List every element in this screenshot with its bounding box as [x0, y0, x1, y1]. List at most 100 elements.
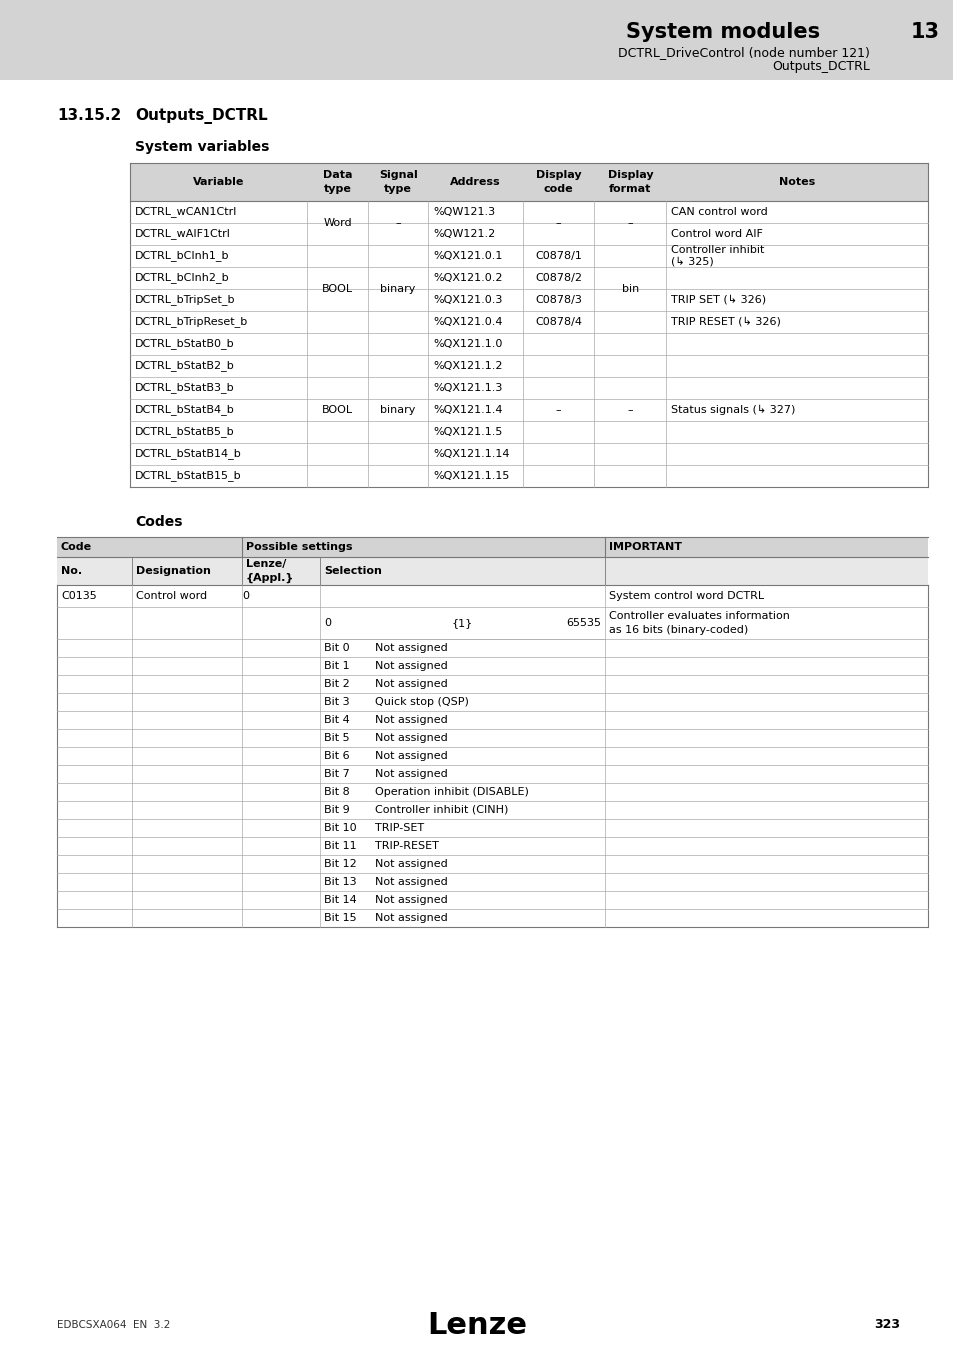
Text: 13.15.2: 13.15.2: [57, 108, 121, 123]
Text: Bit 13: Bit 13: [324, 878, 356, 887]
Text: BOOL: BOOL: [321, 284, 353, 294]
Text: DCTRL_bStatB3_b: DCTRL_bStatB3_b: [135, 382, 234, 393]
Text: Display: Display: [536, 170, 580, 180]
Text: Not assigned: Not assigned: [375, 859, 447, 869]
Text: DCTRL_bTripReset_b: DCTRL_bTripReset_b: [135, 316, 248, 328]
Text: %QW121.3: %QW121.3: [433, 207, 495, 217]
Text: Outputs_DCTRL: Outputs_DCTRL: [135, 108, 268, 124]
Text: DCTRL_bStatB4_b: DCTRL_bStatB4_b: [135, 405, 234, 416]
Text: Address: Address: [450, 177, 500, 188]
Text: binary: binary: [380, 405, 416, 414]
Text: C0135: C0135: [61, 591, 96, 601]
Text: Not assigned: Not assigned: [375, 895, 447, 905]
Text: C0878/3: C0878/3: [535, 296, 581, 305]
Bar: [130, 163, 927, 201]
Text: %QX121.0.1: %QX121.0.1: [433, 251, 502, 261]
Text: Bit 14: Bit 14: [324, 895, 356, 905]
Text: %QX121.1.15: %QX121.1.15: [433, 471, 509, 481]
Text: Not assigned: Not assigned: [375, 643, 447, 653]
Text: –: –: [556, 405, 560, 414]
Text: Not assigned: Not assigned: [375, 716, 447, 725]
Bar: [57, 558, 927, 585]
Text: %QX121.1.5: %QX121.1.5: [433, 427, 502, 437]
Text: Lenze/: Lenze/: [246, 559, 286, 568]
Text: %QX121.0.4: %QX121.0.4: [433, 317, 502, 327]
Text: EDBCSXA064  EN  3.2: EDBCSXA064 EN 3.2: [57, 1320, 171, 1330]
Text: DCTRL_DriveControl (node number 121): DCTRL_DriveControl (node number 121): [618, 46, 869, 59]
Text: Not assigned: Not assigned: [375, 913, 447, 923]
Text: Selection: Selection: [324, 566, 381, 576]
Text: DCTRL_wCAN1Ctrl: DCTRL_wCAN1Ctrl: [135, 207, 237, 217]
Text: %QX121.0.3: %QX121.0.3: [433, 296, 502, 305]
Text: Code: Code: [61, 541, 92, 552]
Text: Display: Display: [607, 170, 653, 180]
Text: Word: Word: [323, 217, 352, 228]
Bar: [0, 0, 953, 80]
Text: Bit 11: Bit 11: [324, 841, 356, 850]
Text: Bit 15: Bit 15: [324, 913, 356, 923]
Text: DCTRL_bTripSet_b: DCTRL_bTripSet_b: [135, 294, 235, 305]
Text: DCTRL_bStatB5_b: DCTRL_bStatB5_b: [135, 427, 234, 437]
Text: TRIP-RESET: TRIP-RESET: [375, 841, 438, 850]
Bar: [130, 201, 927, 487]
Text: C0878/1: C0878/1: [535, 251, 581, 261]
Text: {1}: {1}: [452, 618, 473, 628]
Text: C0878/4: C0878/4: [535, 317, 581, 327]
Text: format: format: [609, 184, 651, 194]
Text: –: –: [627, 405, 633, 414]
Text: Bit 10: Bit 10: [324, 824, 356, 833]
Bar: [57, 537, 927, 558]
Text: –: –: [627, 217, 633, 228]
Text: type: type: [384, 184, 412, 194]
Text: Bit 0: Bit 0: [324, 643, 349, 653]
Text: BOOL: BOOL: [321, 405, 353, 414]
Text: Bit 5: Bit 5: [324, 733, 349, 743]
Text: 65535: 65535: [565, 618, 600, 628]
Text: 0: 0: [324, 618, 331, 628]
Text: Status signals (↳ 327): Status signals (↳ 327): [671, 405, 795, 416]
Text: %QX121.1.3: %QX121.1.3: [433, 383, 502, 393]
Text: %QX121.0.2: %QX121.0.2: [433, 273, 502, 284]
Text: %QX121.1.0: %QX121.1.0: [433, 339, 502, 350]
Text: 0: 0: [242, 591, 250, 601]
Text: DCTRL_bCInh2_b: DCTRL_bCInh2_b: [135, 273, 230, 284]
Text: Bit 12: Bit 12: [324, 859, 356, 869]
Text: –: –: [395, 217, 400, 228]
Text: Not assigned: Not assigned: [375, 733, 447, 743]
Text: Not assigned: Not assigned: [375, 751, 447, 761]
Text: System variables: System variables: [135, 140, 269, 154]
Text: Designation: Designation: [136, 566, 211, 576]
Text: DCTRL_bStatB0_b: DCTRL_bStatB0_b: [135, 339, 234, 350]
Text: Controller inhibit (CINH): Controller inhibit (CINH): [375, 805, 508, 815]
Text: Not assigned: Not assigned: [375, 662, 447, 671]
Text: –: –: [556, 217, 560, 228]
Text: Signal: Signal: [378, 170, 417, 180]
Text: %QX121.1.2: %QX121.1.2: [433, 360, 502, 371]
Text: {Appl.}: {Appl.}: [246, 572, 294, 583]
Text: CAN control word: CAN control word: [671, 207, 767, 217]
Text: TRIP SET (↳ 326): TRIP SET (↳ 326): [671, 296, 765, 305]
Text: Bit 2: Bit 2: [324, 679, 350, 688]
Text: Control word: Control word: [136, 591, 207, 601]
Text: %QX121.1.14: %QX121.1.14: [433, 450, 510, 459]
Text: Variable: Variable: [193, 177, 244, 188]
Text: Lenze: Lenze: [427, 1311, 526, 1339]
Text: Bit 9: Bit 9: [324, 805, 350, 815]
Text: DCTRL_bStatB2_b: DCTRL_bStatB2_b: [135, 360, 234, 371]
Text: Outputs_DCTRL: Outputs_DCTRL: [771, 59, 869, 73]
Text: %QX121.1.4: %QX121.1.4: [433, 405, 502, 414]
Text: %QW121.2: %QW121.2: [433, 230, 496, 239]
Text: as 16 bits (binary-coded): as 16 bits (binary-coded): [608, 625, 747, 634]
Text: Bit 1: Bit 1: [324, 662, 349, 671]
Text: 323: 323: [873, 1319, 899, 1331]
Text: Not assigned: Not assigned: [375, 769, 447, 779]
Text: code: code: [543, 184, 573, 194]
Text: IMPORTANT: IMPORTANT: [608, 541, 681, 552]
Text: DCTRL_bStatB15_b: DCTRL_bStatB15_b: [135, 471, 241, 482]
Text: DCTRL_bCInh1_b: DCTRL_bCInh1_b: [135, 251, 230, 262]
Text: Bit 8: Bit 8: [324, 787, 350, 796]
Text: Bit 4: Bit 4: [324, 716, 350, 725]
Text: binary: binary: [380, 284, 416, 294]
Text: System modules: System modules: [625, 22, 820, 42]
Text: Notes: Notes: [779, 177, 815, 188]
